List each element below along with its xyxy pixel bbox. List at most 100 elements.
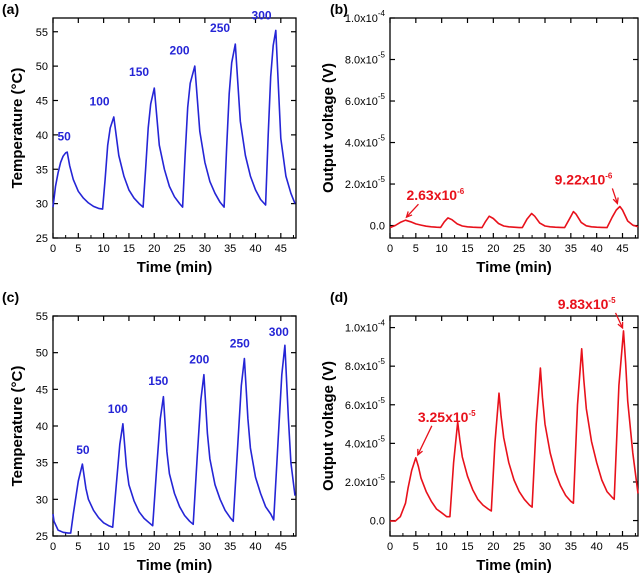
x-tick-label: 10 xyxy=(436,243,448,255)
y-tick-label: 25 xyxy=(36,233,48,245)
x-tick-label: 10 xyxy=(98,243,110,255)
y-tick-label: 6.0x10-5 xyxy=(345,396,386,412)
x-tick-label: 45 xyxy=(616,243,628,255)
peak-label: 50 xyxy=(76,443,90,457)
y-tick-label: 50 xyxy=(36,348,48,360)
peak-label: 50 xyxy=(57,129,71,143)
annotation-arrow xyxy=(614,312,624,329)
x-tick-label: 25 xyxy=(173,243,185,255)
x-tick-label: 30 xyxy=(539,243,551,255)
y-axis-title: Output voltage (V) xyxy=(320,63,337,193)
x-tick-label: 15 xyxy=(461,541,473,553)
panel-d: 0 5 10 15 20 25 30 35 40 45 0.0 2.0x10-5 4.0x10-5 6.0… xyxy=(320,289,639,574)
annotation-arrow xyxy=(611,188,618,204)
y-tick-label: 6.0x10-5 xyxy=(345,92,386,108)
x-tick-label: 20 xyxy=(148,243,160,255)
y-axis-title: Output voltage (V) xyxy=(320,361,337,491)
y-tick-label: 45 xyxy=(36,96,48,108)
panel-a: 0 5 10 15 20 25 30 35 40 45 25 30 35 40 45 50 55 Time (mi… xyxy=(2,1,297,276)
peak-label: 250 xyxy=(230,337,250,351)
x-tick-label: 40 xyxy=(249,541,261,553)
x-tick-label: 45 xyxy=(275,541,287,553)
x-tick-label: 25 xyxy=(173,541,185,553)
annotation-label: 2.63x10-6 xyxy=(406,187,464,203)
y-tick-label: 25 xyxy=(36,531,48,543)
y-tick-label: 8.0x10-5 xyxy=(345,357,386,373)
x-tick-label: 45 xyxy=(616,541,628,553)
peak-label: 250 xyxy=(210,21,230,35)
x-tick-label: 30 xyxy=(199,541,211,553)
y-tick-label: 40 xyxy=(36,130,48,142)
series-line xyxy=(389,205,639,229)
x-tick-label: 10 xyxy=(436,541,448,553)
annotation-arrow xyxy=(417,425,433,456)
peak-label: 200 xyxy=(170,43,190,57)
x-tick-label: 30 xyxy=(199,243,211,255)
x-tick-label: 40 xyxy=(249,243,261,255)
x-tick-label: 40 xyxy=(591,243,603,255)
y-axis-title: Temperature (°C) xyxy=(9,68,26,189)
series-line xyxy=(52,29,296,210)
annotation-label: 3.25x10-5 xyxy=(418,409,476,425)
peak-label: 300 xyxy=(269,325,289,339)
plot-frame xyxy=(389,17,639,239)
series-line xyxy=(52,344,296,534)
panel-c: 0 5 10 15 20 25 30 35 40 45 25 30 35 40 45 50 55 Time (mi… xyxy=(2,289,297,574)
y-tick-label: 0.0 xyxy=(370,221,385,233)
annotation-arrowhead xyxy=(617,321,624,330)
x-tick-label: 35 xyxy=(565,243,577,255)
x-tick-label: 20 xyxy=(148,541,160,553)
y-tick-label: 4.0x10-5 xyxy=(345,434,386,450)
x-tick-label: 35 xyxy=(224,541,236,553)
annotation-arrowhead xyxy=(405,211,413,219)
x-tick-label: 15 xyxy=(123,243,135,255)
annotation-arrow xyxy=(405,203,419,218)
y-tick-label: 2.0x10-5 xyxy=(345,473,386,489)
x-tick-label: 15 xyxy=(123,541,135,553)
x-tick-label: 0 xyxy=(387,541,393,553)
x-axis-title: Time (min) xyxy=(137,259,213,276)
y-tick-label: 0.0 xyxy=(370,516,385,528)
peak-label: 100 xyxy=(90,94,110,108)
panel-b: 0 5 10 15 20 25 30 35 40 45 0.0 2.0x10-5 4.0x10-5 6.0… xyxy=(320,1,639,276)
y-tick-label: 1.0x10-4 xyxy=(345,319,386,335)
peak-label: 100 xyxy=(108,402,128,416)
panel-label: (a) xyxy=(2,1,19,17)
x-tick-label: 35 xyxy=(565,541,577,553)
x-axis-title: Time (min) xyxy=(476,557,552,574)
x-tick-label: 5 xyxy=(75,243,81,255)
peak-label: 200 xyxy=(189,353,209,367)
y-tick-label: 55 xyxy=(36,27,48,39)
y-tick-label: 55 xyxy=(36,311,48,323)
y-tick-label: 35 xyxy=(36,458,48,470)
y-tick-label: 45 xyxy=(36,384,48,396)
x-tick-label: 35 xyxy=(224,243,236,255)
peak-label: 150 xyxy=(148,374,168,388)
x-tick-label: 10 xyxy=(98,541,110,553)
y-tick-label: 50 xyxy=(36,61,48,73)
series-line xyxy=(389,330,639,522)
x-tick-label: 40 xyxy=(591,541,603,553)
annotation-label: 9.83x10-5 xyxy=(558,296,616,312)
y-tick-label: 8.0x10-5 xyxy=(345,51,386,67)
y-tick-label: 30 xyxy=(36,494,48,506)
y-tick-label: 30 xyxy=(36,199,48,211)
annotation-arrowhead xyxy=(417,448,423,457)
x-tick-label: 5 xyxy=(75,541,81,553)
plot-frame xyxy=(52,17,297,239)
x-tick-label: 30 xyxy=(539,541,551,553)
x-tick-label: 15 xyxy=(461,243,473,255)
peak-label: 150 xyxy=(129,65,149,79)
annotation-label: 9.22x10-6 xyxy=(555,171,613,187)
x-tick-label: 20 xyxy=(487,541,499,553)
panel-label: (c) xyxy=(2,289,19,305)
y-tick-label: 35 xyxy=(36,164,48,176)
peak-label: 300 xyxy=(252,8,272,22)
x-tick-label: 5 xyxy=(413,541,419,553)
annotation-arrowhead xyxy=(612,197,619,205)
x-axis-title: Time (min) xyxy=(476,259,552,276)
plot-frame xyxy=(389,315,639,537)
x-tick-label: 0 xyxy=(50,243,56,255)
x-tick-label: 0 xyxy=(50,541,56,553)
